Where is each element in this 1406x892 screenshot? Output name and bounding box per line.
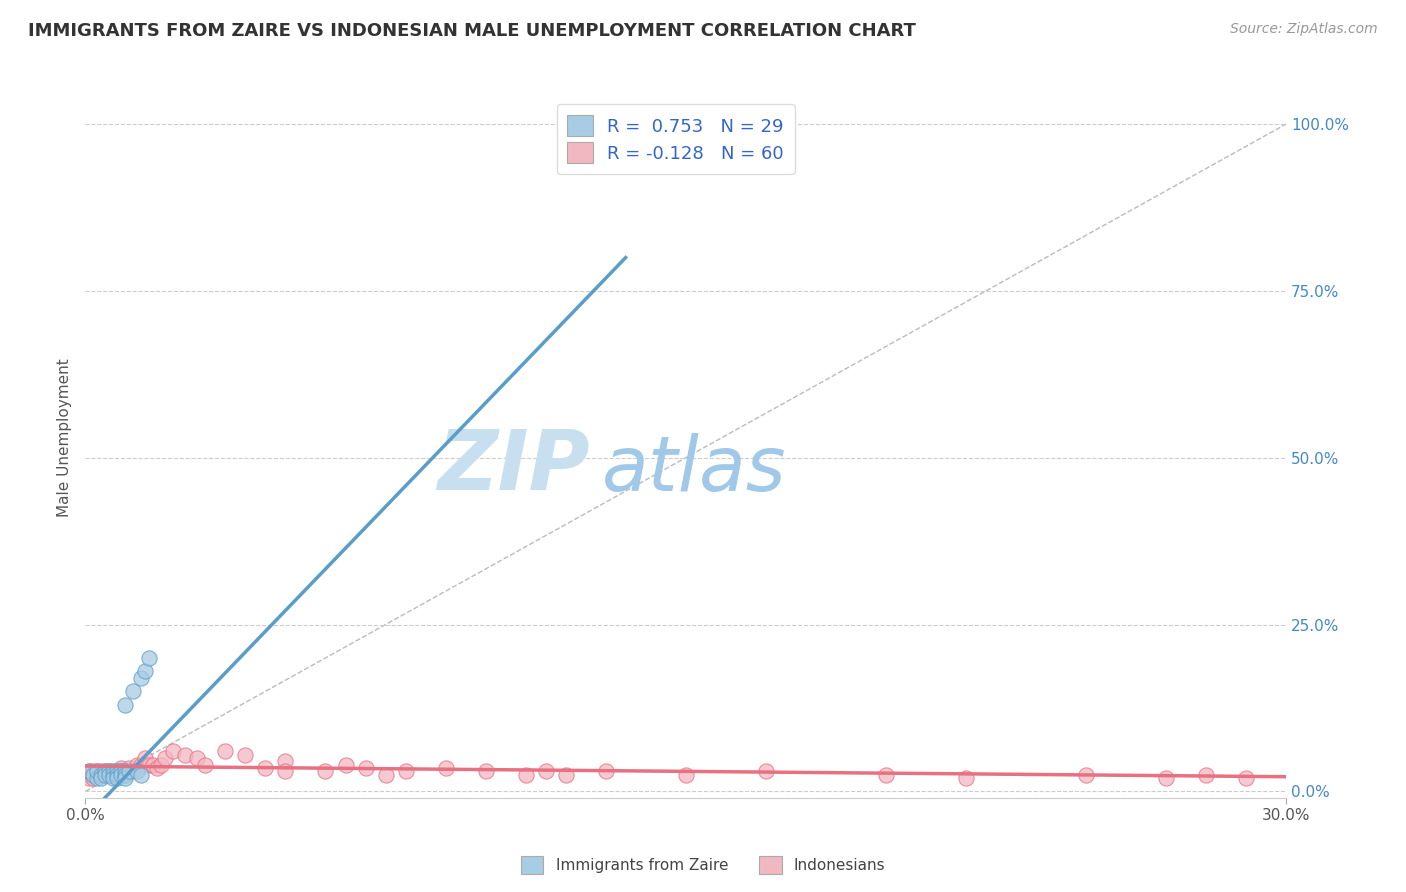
Point	[127, 757, 149, 772]
Point	[434, 761, 457, 775]
Point	[1074, 768, 1097, 782]
Point	[86, 768, 108, 782]
Point	[114, 768, 136, 782]
Point	[105, 764, 128, 779]
Point	[103, 768, 125, 782]
Point	[110, 764, 132, 779]
Point	[122, 764, 145, 779]
Point	[127, 764, 149, 779]
Point	[79, 764, 101, 779]
Point	[90, 768, 112, 782]
Point	[114, 764, 136, 779]
Point	[131, 757, 153, 772]
Text: Source: ZipAtlas.com: Source: ZipAtlas.com	[1230, 22, 1378, 37]
Y-axis label: Male Unemployment: Male Unemployment	[58, 359, 72, 517]
Point	[94, 764, 117, 779]
Point	[105, 764, 128, 779]
Point	[131, 671, 153, 685]
Point	[110, 764, 132, 779]
Point	[1234, 771, 1257, 785]
Point	[274, 764, 297, 779]
Point	[98, 768, 121, 782]
Text: atlas: atlas	[602, 434, 786, 508]
Point	[122, 684, 145, 698]
Point	[515, 768, 537, 782]
Point	[103, 764, 125, 779]
Point	[114, 771, 136, 785]
Point	[82, 771, 104, 785]
Point	[86, 764, 108, 779]
Point	[1154, 771, 1177, 785]
Point	[131, 768, 153, 782]
Point	[79, 771, 101, 785]
Point	[875, 768, 897, 782]
Point	[150, 757, 173, 772]
Point	[90, 768, 112, 782]
Point	[354, 761, 377, 775]
Point	[114, 764, 136, 779]
Point	[98, 764, 121, 779]
Legend: R =  0.753   N = 29, R = -0.128   N = 60: R = 0.753 N = 29, R = -0.128 N = 60	[557, 104, 794, 174]
Point	[94, 764, 117, 779]
Point	[142, 757, 165, 772]
Point	[138, 757, 160, 772]
Point	[118, 761, 141, 775]
Point	[79, 768, 101, 782]
Point	[82, 768, 104, 782]
Point	[174, 747, 197, 762]
Point	[138, 651, 160, 665]
Point	[755, 764, 778, 779]
Point	[675, 768, 697, 782]
Point	[94, 768, 117, 782]
Point	[1195, 768, 1218, 782]
Point	[134, 665, 156, 679]
Point	[114, 768, 136, 782]
Point	[554, 768, 576, 782]
Point	[534, 764, 557, 779]
Point	[110, 761, 132, 775]
Point	[155, 751, 177, 765]
Point	[955, 771, 977, 785]
Point	[105, 768, 128, 782]
Point	[94, 768, 117, 782]
Point	[103, 771, 125, 785]
Text: IMMIGRANTS FROM ZAIRE VS INDONESIAN MALE UNEMPLOYMENT CORRELATION CHART: IMMIGRANTS FROM ZAIRE VS INDONESIAN MALE…	[28, 22, 915, 40]
Point	[186, 751, 208, 765]
Point	[374, 768, 396, 782]
Point	[118, 764, 141, 779]
Point	[86, 764, 108, 779]
Legend: Immigrants from Zaire, Indonesians: Immigrants from Zaire, Indonesians	[515, 850, 891, 880]
Point	[90, 771, 112, 785]
Point	[335, 757, 357, 772]
Point	[114, 698, 136, 712]
Point	[394, 764, 416, 779]
Point	[146, 761, 169, 775]
Point	[90, 764, 112, 779]
Text: ZIP: ZIP	[437, 426, 589, 507]
Point	[79, 764, 101, 779]
Point	[235, 747, 257, 762]
Point	[194, 757, 217, 772]
Point	[595, 764, 617, 779]
Point	[110, 768, 132, 782]
Point	[105, 771, 128, 785]
Point	[105, 768, 128, 782]
Point	[82, 768, 104, 782]
Point	[98, 768, 121, 782]
Point	[134, 751, 156, 765]
Point	[254, 761, 277, 775]
Point	[474, 764, 496, 779]
Point	[103, 764, 125, 779]
Point	[162, 744, 184, 758]
Point	[214, 744, 236, 758]
Point	[86, 771, 108, 785]
Point	[82, 764, 104, 779]
Point	[103, 768, 125, 782]
Point	[98, 764, 121, 779]
Point	[315, 764, 337, 779]
Point	[274, 755, 297, 769]
